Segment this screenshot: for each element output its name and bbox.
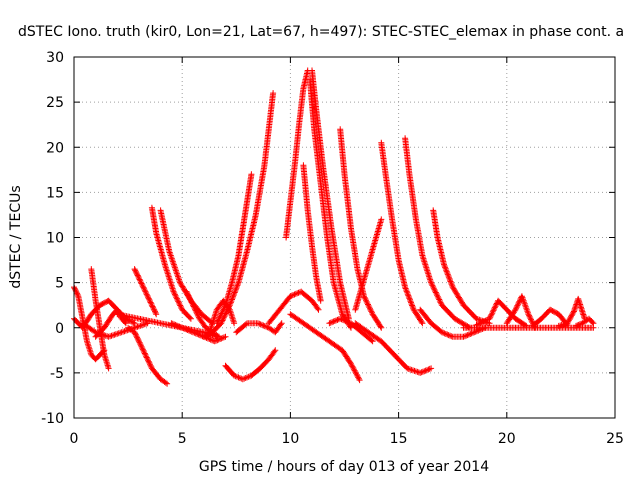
- series-markers: [352, 320, 435, 376]
- series-arc-ac: [402, 135, 473, 331]
- series-arc-aa: [352, 320, 435, 376]
- y-tick-label: 0: [55, 321, 64, 337]
- series-arc-u: [309, 67, 352, 322]
- x-tick-label: 15: [390, 431, 408, 447]
- series-markers: [326, 315, 376, 345]
- y-tick-label: 5: [55, 276, 64, 292]
- series-arc-ab: [352, 216, 385, 313]
- series-arc-ad: [417, 306, 489, 340]
- series-markers: [352, 216, 385, 313]
- series-arc-t: [306, 76, 354, 331]
- series-arc-ae: [430, 207, 493, 327]
- series-arc-g: [131, 266, 160, 318]
- series-arc-d: [79, 320, 151, 340]
- series-markers: [200, 90, 277, 340]
- x-tick-label: 0: [70, 431, 79, 447]
- y-tick-label: -10: [41, 411, 64, 427]
- series-markers: [430, 207, 493, 327]
- series-markers: [378, 139, 426, 327]
- series-arc-s: [283, 67, 311, 241]
- series-markers: [555, 295, 588, 329]
- y-tick-label: 30: [46, 50, 64, 66]
- series-arc-ag: [473, 297, 530, 329]
- series-arc-z: [378, 139, 426, 327]
- chart-title: dSTEC Iono. truth (kir0, Lon=21, Lat=67,…: [18, 24, 624, 40]
- x-tick-label: 10: [281, 431, 299, 447]
- series-arc-h: [148, 204, 194, 322]
- series-markers: [233, 320, 285, 336]
- series-markers: [283, 67, 311, 241]
- series-arc-q: [233, 320, 285, 336]
- series-markers: [131, 266, 160, 318]
- series-markers: [213, 171, 255, 327]
- y-tick-label: -5: [50, 366, 64, 382]
- series-arc-f: [125, 324, 171, 387]
- series-markers: [125, 324, 171, 387]
- series-markers: [148, 204, 194, 322]
- y-axis-label: dSTEC / TECUs: [8, 185, 24, 288]
- series-markers: [573, 315, 597, 329]
- series-markers: [473, 297, 530, 329]
- series-arc-ah: [503, 293, 538, 331]
- data-points: [71, 67, 597, 387]
- series-arc-o: [200, 90, 277, 340]
- y-tick-label: 25: [46, 95, 64, 111]
- x-tick-label: 5: [178, 431, 187, 447]
- series-arc-ak: [573, 315, 597, 329]
- x-tick-label: 25: [606, 431, 624, 447]
- series-arc-w: [287, 311, 363, 384]
- axis-ticks: 0 5 10 15 20 25 -10 -5 0 5 10 15 20 25 30: [41, 50, 624, 447]
- series-arc-n: [222, 347, 279, 383]
- series-arc-v: [300, 162, 324, 304]
- series-markers: [287, 311, 363, 384]
- y-tick-label: 15: [46, 185, 64, 201]
- series-arc-p: [213, 171, 255, 327]
- series-arc-x: [326, 315, 376, 345]
- series-markers: [417, 306, 489, 340]
- y-tick-label: 20: [46, 140, 64, 156]
- series-markers: [309, 67, 352, 322]
- grid: [74, 57, 615, 418]
- series-markers: [503, 293, 538, 331]
- x-tick-label: 20: [498, 431, 516, 447]
- series-markers: [402, 135, 473, 331]
- series-markers: [306, 76, 354, 331]
- series-markers: [222, 347, 279, 383]
- series-markers: [79, 320, 151, 340]
- y-tick-label: 10: [46, 231, 64, 247]
- series-markers: [265, 288, 322, 327]
- series-arc-aj: [555, 295, 588, 329]
- series-arc-r: [265, 288, 322, 327]
- x-axis-label: GPS time / hours of day 013 of year 2014: [199, 459, 489, 475]
- series-markers: [300, 162, 324, 304]
